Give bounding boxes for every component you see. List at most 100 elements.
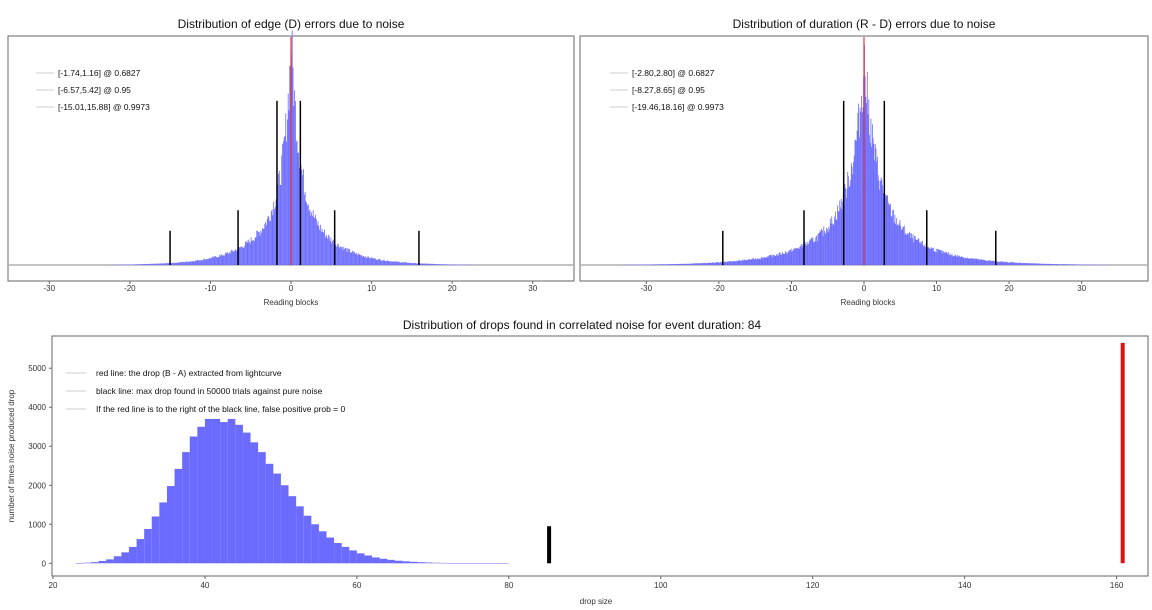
histogram-bin — [823, 226, 825, 265]
histogram-bin — [456, 264, 458, 265]
histogram-bin — [188, 261, 190, 265]
histogram-bin — [208, 257, 210, 265]
legend-entry: [-2.80,2.80] @ 0.6827 — [632, 68, 715, 78]
histogram-bin — [915, 239, 917, 265]
histogram-bin — [804, 242, 806, 265]
y-tick-label: 5000 — [28, 364, 46, 373]
histogram-bin — [303, 169, 304, 265]
histogram-bin — [882, 184, 883, 265]
histogram-bin — [847, 171, 849, 265]
drop-histogram-bar — [463, 563, 471, 564]
histogram-bin — [694, 263, 696, 265]
histogram-bin — [380, 260, 382, 265]
drop-histogram-bar — [501, 563, 509, 564]
drop-histogram-bar — [448, 563, 456, 564]
histogram-bin — [858, 137, 860, 265]
histogram-bin — [365, 256, 366, 265]
histogram-bin — [252, 240, 254, 265]
drop-histogram-bar — [106, 559, 114, 564]
histogram-bin — [783, 253, 785, 265]
histogram-bin — [372, 257, 374, 265]
histogram-bin — [423, 263, 424, 265]
histogram-bin — [233, 251, 235, 265]
histogram-bin — [738, 260, 740, 265]
histogram-bin — [724, 261, 726, 265]
x-tick-label: 30 — [1077, 284, 1086, 293]
histogram-bin — [246, 240, 248, 265]
histogram-bin — [228, 253, 229, 265]
histogram-bin — [1041, 263, 1043, 265]
histogram-bin — [243, 247, 245, 265]
histogram-bin — [958, 255, 960, 265]
histogram-bin — [936, 252, 938, 265]
histogram-bin — [426, 263, 428, 265]
histogram-bin — [729, 261, 730, 265]
x-tick-label: 30 — [528, 284, 537, 293]
drop-histogram-bar — [227, 418, 236, 564]
drop-histogram-bar — [258, 452, 266, 564]
histogram-bin — [410, 262, 412, 265]
histogram-bin — [940, 250, 942, 265]
histogram-bin — [909, 233, 911, 265]
duration-error-x-ticks: -30 -20 -10 0 10 20 30 — [641, 281, 1087, 293]
histogram-bin — [965, 258, 967, 265]
histogram-bin — [846, 189, 848, 265]
histogram-bin — [690, 263, 692, 265]
histogram-bin — [382, 260, 383, 265]
histogram-bin — [874, 144, 876, 265]
histogram-bin — [137, 264, 138, 265]
histogram-bin — [210, 258, 212, 265]
histogram-bin — [452, 264, 454, 265]
histogram-bin — [245, 242, 247, 265]
histogram-bin — [298, 152, 300, 265]
histogram-bin — [719, 262, 721, 265]
histogram-bin — [266, 218, 268, 265]
histogram-bin — [824, 230, 825, 265]
histogram-bin — [370, 256, 372, 265]
histogram-bin — [848, 187, 850, 265]
histogram-bin — [427, 263, 428, 265]
histogram-bin — [132, 264, 134, 265]
histogram-bin — [362, 255, 364, 265]
histogram-bin — [903, 226, 904, 265]
histogram-bin — [865, 96, 867, 265]
histogram-bin — [734, 261, 735, 265]
histogram-bin — [303, 194, 305, 265]
histogram-bin — [975, 258, 977, 265]
histogram-bin — [217, 257, 219, 265]
histogram-bin — [369, 258, 371, 265]
histogram-bin — [337, 243, 339, 265]
histogram-bin — [790, 248, 792, 265]
histogram-bin — [721, 261, 722, 265]
histogram-bin — [254, 237, 256, 265]
histogram-bin — [686, 263, 688, 265]
drop-histogram-bar — [478, 563, 487, 564]
histogram-bin — [386, 260, 387, 265]
x-tick-label: 20 — [1005, 284, 1014, 293]
histogram-bin — [799, 246, 801, 265]
histogram-bin — [811, 237, 812, 265]
histogram-bin — [743, 259, 745, 265]
histogram-bin — [878, 180, 880, 265]
drop-histogram-bar — [136, 539, 145, 564]
histogram-bin — [758, 258, 759, 265]
histogram-bin — [788, 252, 790, 265]
histogram-bin — [700, 263, 702, 265]
histogram-bin — [905, 232, 907, 265]
histogram-bin — [1004, 262, 1006, 265]
histogram-bin — [888, 204, 890, 265]
histogram-bin — [670, 264, 672, 265]
histogram-bin — [224, 255, 225, 265]
histogram-bin — [249, 241, 250, 265]
histogram-bin — [723, 262, 725, 265]
histogram-bin — [131, 264, 133, 265]
histogram-bin — [811, 239, 813, 265]
histogram-bin — [1000, 261, 1002, 265]
histogram-bin — [703, 263, 705, 265]
histogram-bin — [701, 262, 703, 265]
histogram-bin — [712, 262, 714, 265]
histogram-bin — [271, 209, 273, 265]
histogram-bin — [402, 262, 404, 265]
histogram-bin — [816, 235, 817, 265]
